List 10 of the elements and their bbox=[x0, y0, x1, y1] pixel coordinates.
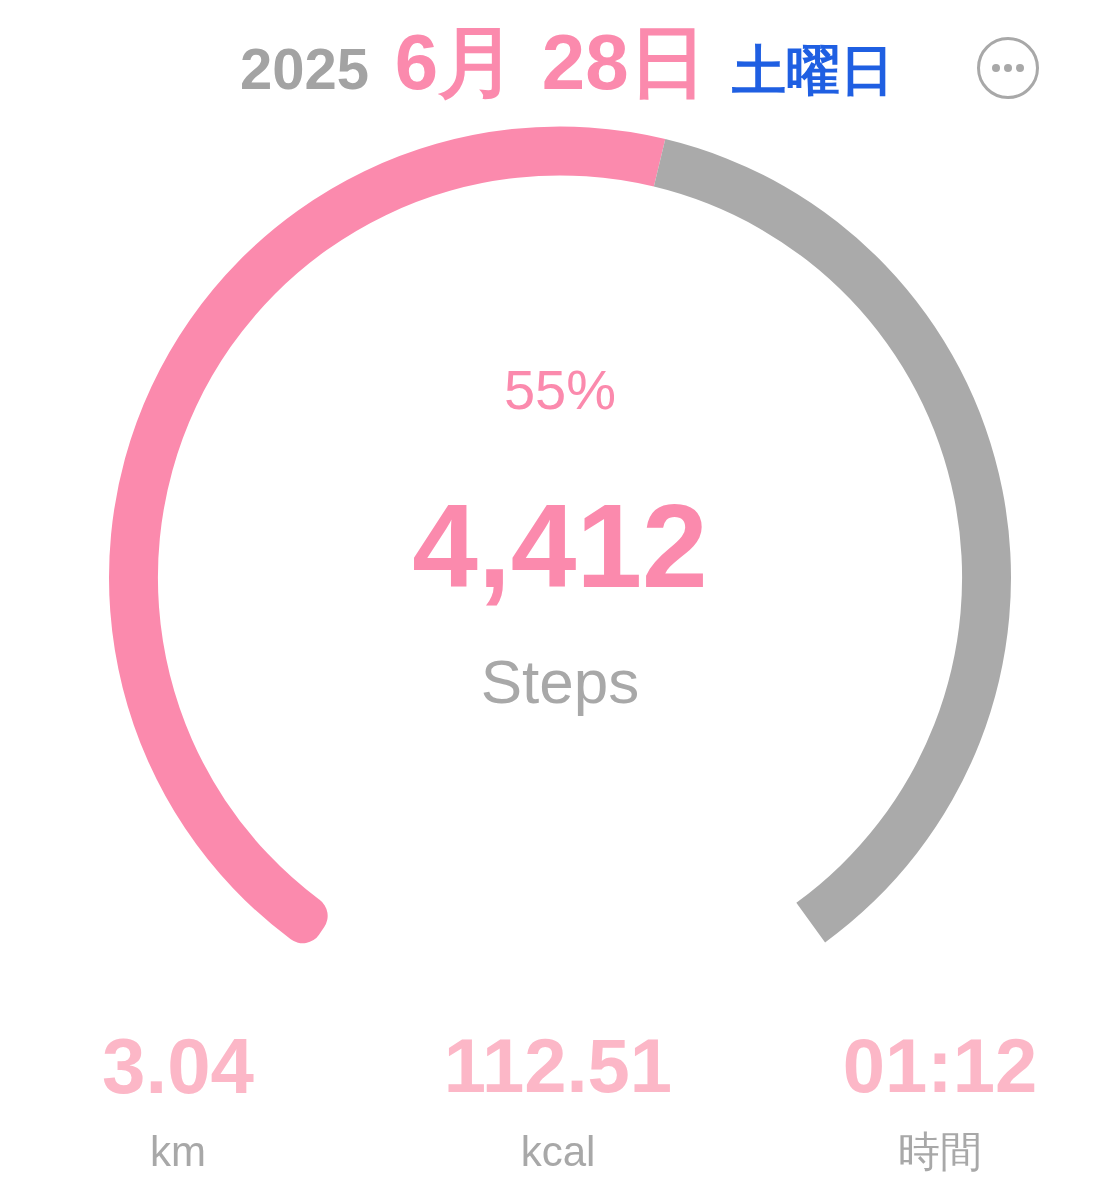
text: 4,412 bbox=[412, 480, 708, 612]
chart-title: 2025 6月 28日 土曜日 bbox=[240, 18, 895, 106]
text: km bbox=[150, 1128, 206, 1175]
text: 55% bbox=[503, 358, 617, 421]
text: 3.04 bbox=[102, 1022, 254, 1110]
text: Steps bbox=[480, 647, 640, 716]
text: 112.51 bbox=[443, 1023, 673, 1108]
text: 時間 bbox=[898, 1128, 982, 1175]
text: kcal bbox=[520, 1128, 596, 1175]
text: 01:12 bbox=[842, 1023, 1038, 1108]
